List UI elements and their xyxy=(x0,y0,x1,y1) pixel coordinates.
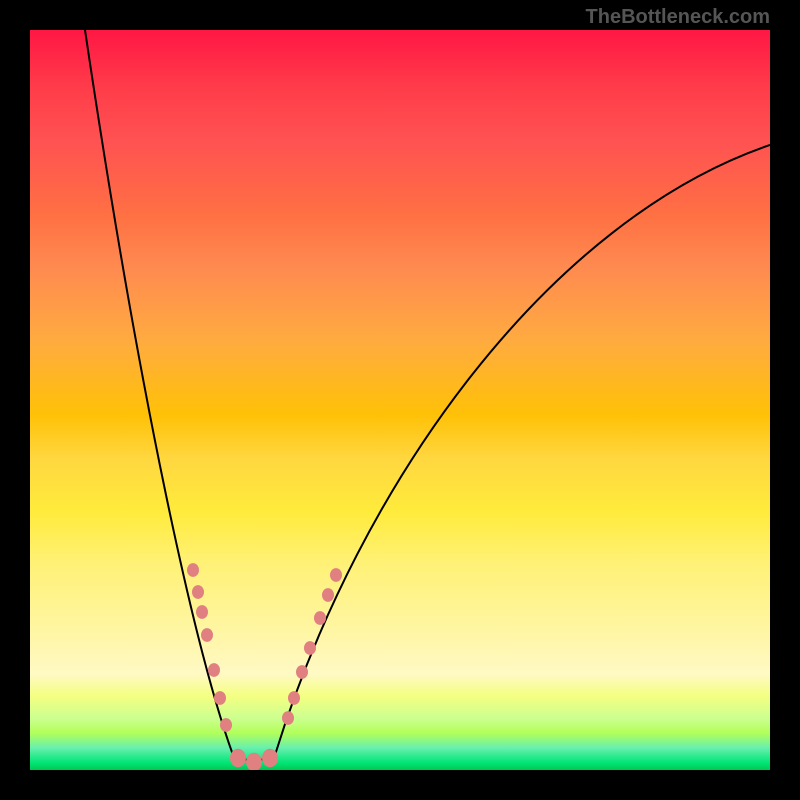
data-point xyxy=(220,718,232,732)
data-point xyxy=(187,563,199,577)
data-point xyxy=(201,628,213,642)
dots-left-branch xyxy=(187,563,232,732)
curve-overlay xyxy=(30,30,770,770)
data-point xyxy=(330,568,342,582)
data-point xyxy=(282,711,294,725)
right-curve xyxy=(275,145,770,755)
data-point xyxy=(246,753,262,770)
data-point xyxy=(262,749,278,767)
dots-right-branch xyxy=(282,568,342,725)
data-point xyxy=(208,663,220,677)
data-point xyxy=(214,691,226,705)
data-point xyxy=(192,585,204,599)
data-point xyxy=(230,749,246,767)
data-point xyxy=(196,605,208,619)
data-point xyxy=(304,641,316,655)
left-curve xyxy=(85,30,233,755)
data-point xyxy=(296,665,308,679)
dots-bottom xyxy=(230,749,278,770)
chart-container: TheBottleneck.com xyxy=(0,0,800,800)
data-point xyxy=(314,611,326,625)
data-point xyxy=(288,691,300,705)
data-point xyxy=(322,588,334,602)
watermark-text: TheBottleneck.com xyxy=(586,6,770,29)
